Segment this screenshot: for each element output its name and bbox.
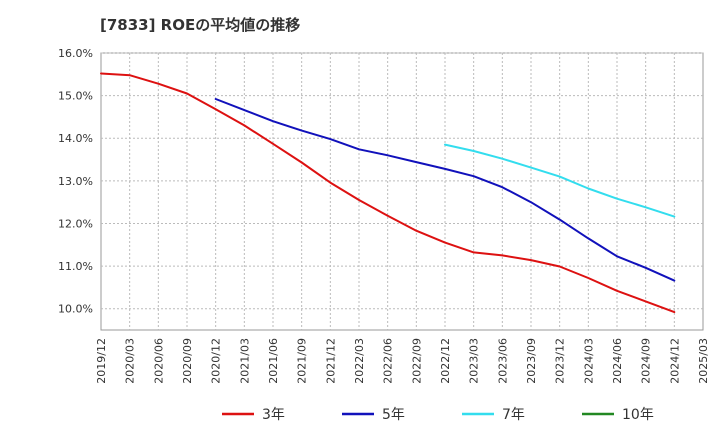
x-tick-label: 2021/06 (267, 338, 280, 384)
y-tick-label: 14.0% (58, 132, 93, 145)
x-tick-label: 2024/06 (611, 338, 624, 384)
legend-label: 7年 (502, 407, 525, 423)
series-layer (100, 72, 676, 314)
x-tick-label: 2021/12 (324, 338, 337, 384)
x-tick-label: 2023/12 (554, 338, 567, 384)
x-tick-label: 2024/12 (668, 338, 681, 384)
x-tick-label: 2022/06 (382, 338, 395, 384)
series-line-3年 (100, 72, 676, 314)
x-tick-label: 2023/03 (468, 338, 481, 384)
y-tick-label: 11.0% (58, 260, 93, 273)
legend-label: 5年 (382, 407, 405, 423)
y-tick-label: 13.0% (58, 175, 93, 188)
legend-label: 10年 (622, 407, 654, 423)
y-tick-label: 16.0% (58, 47, 93, 60)
x-tick-label: 2024/09 (640, 338, 653, 384)
x-tick-label: 2020/09 (181, 338, 194, 384)
legend: 3年 5年 7年 10年 (222, 407, 654, 423)
y-tick-label: 10.0% (58, 303, 93, 316)
y-tick-label: 15.0% (58, 90, 93, 103)
x-tick-label: 2022/03 (353, 338, 366, 384)
y-tick-label: 12.0% (58, 217, 93, 230)
x-tick-label: 2023/09 (525, 338, 538, 384)
x-tick-label: 2020/06 (152, 338, 165, 384)
chart-title: [7833] ROEの平均値の推移 (100, 16, 301, 34)
x-tick-label: 2024/03 (582, 338, 595, 384)
x-tick-label: 2021/09 (296, 338, 309, 384)
legend-label: 3年 (262, 407, 285, 423)
x-tick-label: 2022/12 (439, 338, 452, 384)
series-line-7年 (444, 143, 676, 218)
axis-layer: 10.0% 11.0% 12.0% 13.0% 14.0% 15.0% 16.0% 2019/… (58, 47, 710, 384)
x-tick-label: 2025/03 (697, 338, 710, 384)
x-tick-label: 2022/09 (410, 338, 423, 384)
x-tick-label: 2023/06 (496, 338, 509, 384)
x-tick-label: 2020/03 (124, 338, 137, 384)
x-tick-label: 2021/03 (238, 338, 251, 384)
series-line-5年 (214, 98, 676, 282)
x-tick-label: 2019/12 (95, 338, 108, 384)
x-tick-label: 2020/12 (210, 338, 223, 384)
